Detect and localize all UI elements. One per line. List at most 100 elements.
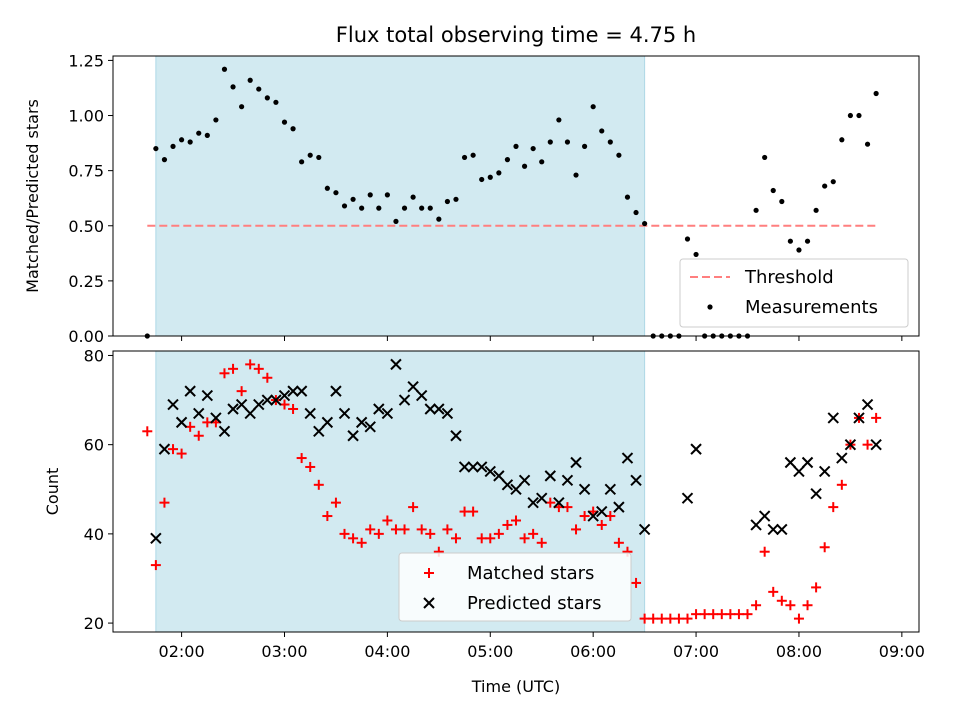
- predicted-star-point: [235, 398, 248, 411]
- matched-star-point: [725, 609, 736, 620]
- matched-star-point: [365, 524, 376, 535]
- measurement-point: [204, 132, 210, 138]
- measurement-point: [453, 196, 459, 202]
- matched-star-point: [442, 524, 453, 535]
- y-tick-label: 0.00: [68, 327, 104, 346]
- count-legend: Matched stars Predicted stars: [398, 552, 632, 622]
- predicted-star-point: [381, 407, 394, 420]
- measurement-point: [333, 190, 339, 196]
- legend-measurement-label: Measurements: [745, 297, 878, 318]
- measurement-point: [642, 220, 648, 227]
- matched-star-point: [373, 528, 384, 539]
- measurement-point: [393, 218, 399, 224]
- measurement-point: [513, 143, 519, 149]
- measurement-point: [590, 104, 596, 110]
- count-plot-frame: [112, 350, 920, 633]
- predicted-star-point: [355, 416, 368, 429]
- predicted-star-point: [415, 389, 428, 402]
- measurement-point: [633, 209, 639, 216]
- matched-star-point: [742, 609, 753, 620]
- measurement-point: [436, 216, 442, 222]
- legend-box: [398, 552, 632, 622]
- predicted-star-point: [801, 456, 814, 469]
- matched-star-point: [828, 502, 839, 513]
- measurement-point: [273, 99, 279, 105]
- matched-star-point: [288, 403, 299, 414]
- measurement-point: [556, 117, 562, 123]
- measurement-point: [479, 176, 485, 183]
- predicted-star-point: [458, 461, 471, 473]
- measurement-point: [256, 86, 262, 92]
- matched-star-point: [296, 453, 307, 464]
- matched-star-point: [348, 533, 359, 544]
- matched-star-point: [450, 533, 461, 544]
- predicted-star-point: [827, 412, 839, 424]
- measurement-point: [350, 196, 356, 202]
- measurement-point: [221, 66, 228, 72]
- ratio-y-axis-label: Matched/Predicted stars: [23, 99, 42, 293]
- measurement-point: [376, 205, 382, 211]
- ratio-panel: 0.00 0.25 0.50 0.75 1.00 1.25 Matched/Predict…: [23, 51, 920, 346]
- matched-star-point: [228, 363, 239, 374]
- measurement-point: [693, 251, 699, 258]
- measurement-points: [144, 66, 879, 339]
- matched-star-point: [862, 439, 873, 450]
- measurement-point: [401, 205, 408, 211]
- matched-star-point: [176, 448, 187, 459]
- matched-star-point: [416, 524, 427, 535]
- measurement-point: [290, 126, 296, 132]
- predicted-star-point: [304, 407, 316, 420]
- measurement-point: [213, 117, 219, 123]
- legend-matched-label: Matched stars: [467, 563, 594, 584]
- measurement-point: [419, 205, 425, 211]
- matched-star-point: [768, 586, 779, 597]
- predicted-star-point: [167, 398, 179, 411]
- predicted-star-point: [390, 358, 402, 371]
- predicted-star-point: [844, 438, 857, 451]
- predicted-star-point: [227, 403, 239, 415]
- predicted-stars-points: [150, 358, 882, 545]
- predicted-star-point: [338, 407, 351, 420]
- matched-star-point: [785, 600, 796, 611]
- predicted-star-point: [278, 389, 291, 402]
- matched-star-point: [871, 412, 882, 423]
- matched-star-point: [322, 511, 333, 522]
- matched-star-point: [648, 613, 659, 624]
- predicted-star-point: [261, 394, 274, 406]
- matched-star-point: [571, 524, 582, 535]
- matched-star-point: [425, 528, 436, 539]
- matched-star-point: [682, 613, 693, 624]
- measurement-point: [307, 152, 313, 158]
- predicted-star-point: [150, 532, 162, 545]
- matched-star-point: [596, 519, 607, 530]
- predicted-star-point: [321, 416, 334, 429]
- time-x-axis-label: Time (UTC): [471, 677, 560, 696]
- y-tick-label: 1.25: [68, 51, 104, 70]
- matched-star-point: [150, 560, 161, 571]
- matched-star-point: [519, 533, 530, 544]
- matched-stars-points: [142, 359, 882, 624]
- measurement-point: [796, 247, 802, 253]
- predicted-star-point: [210, 412, 222, 424]
- y-tick-label: 60: [84, 436, 104, 455]
- measurement-point: [547, 139, 553, 145]
- measurement-point: [487, 174, 493, 180]
- matched-star-point: [759, 546, 770, 557]
- measurement-point: [762, 154, 768, 161]
- predicted-star-point: [295, 385, 308, 397]
- legend-measurement-swatch: [707, 304, 713, 310]
- ratio-plot-frame: [112, 55, 920, 337]
- measurement-point: [316, 154, 322, 161]
- matched-star-point: [802, 600, 813, 611]
- matched-star-point: [219, 368, 230, 379]
- matched-star-point: [673, 613, 684, 624]
- matched-star-point: [339, 528, 350, 539]
- x-tick-label: 05:00: [467, 642, 513, 661]
- matched-star-point: [793, 613, 804, 624]
- measurement-point: [410, 194, 416, 200]
- matched-star-point: [168, 444, 179, 455]
- y-tick-label: 1.00: [68, 107, 104, 126]
- measurement-point: [616, 152, 622, 158]
